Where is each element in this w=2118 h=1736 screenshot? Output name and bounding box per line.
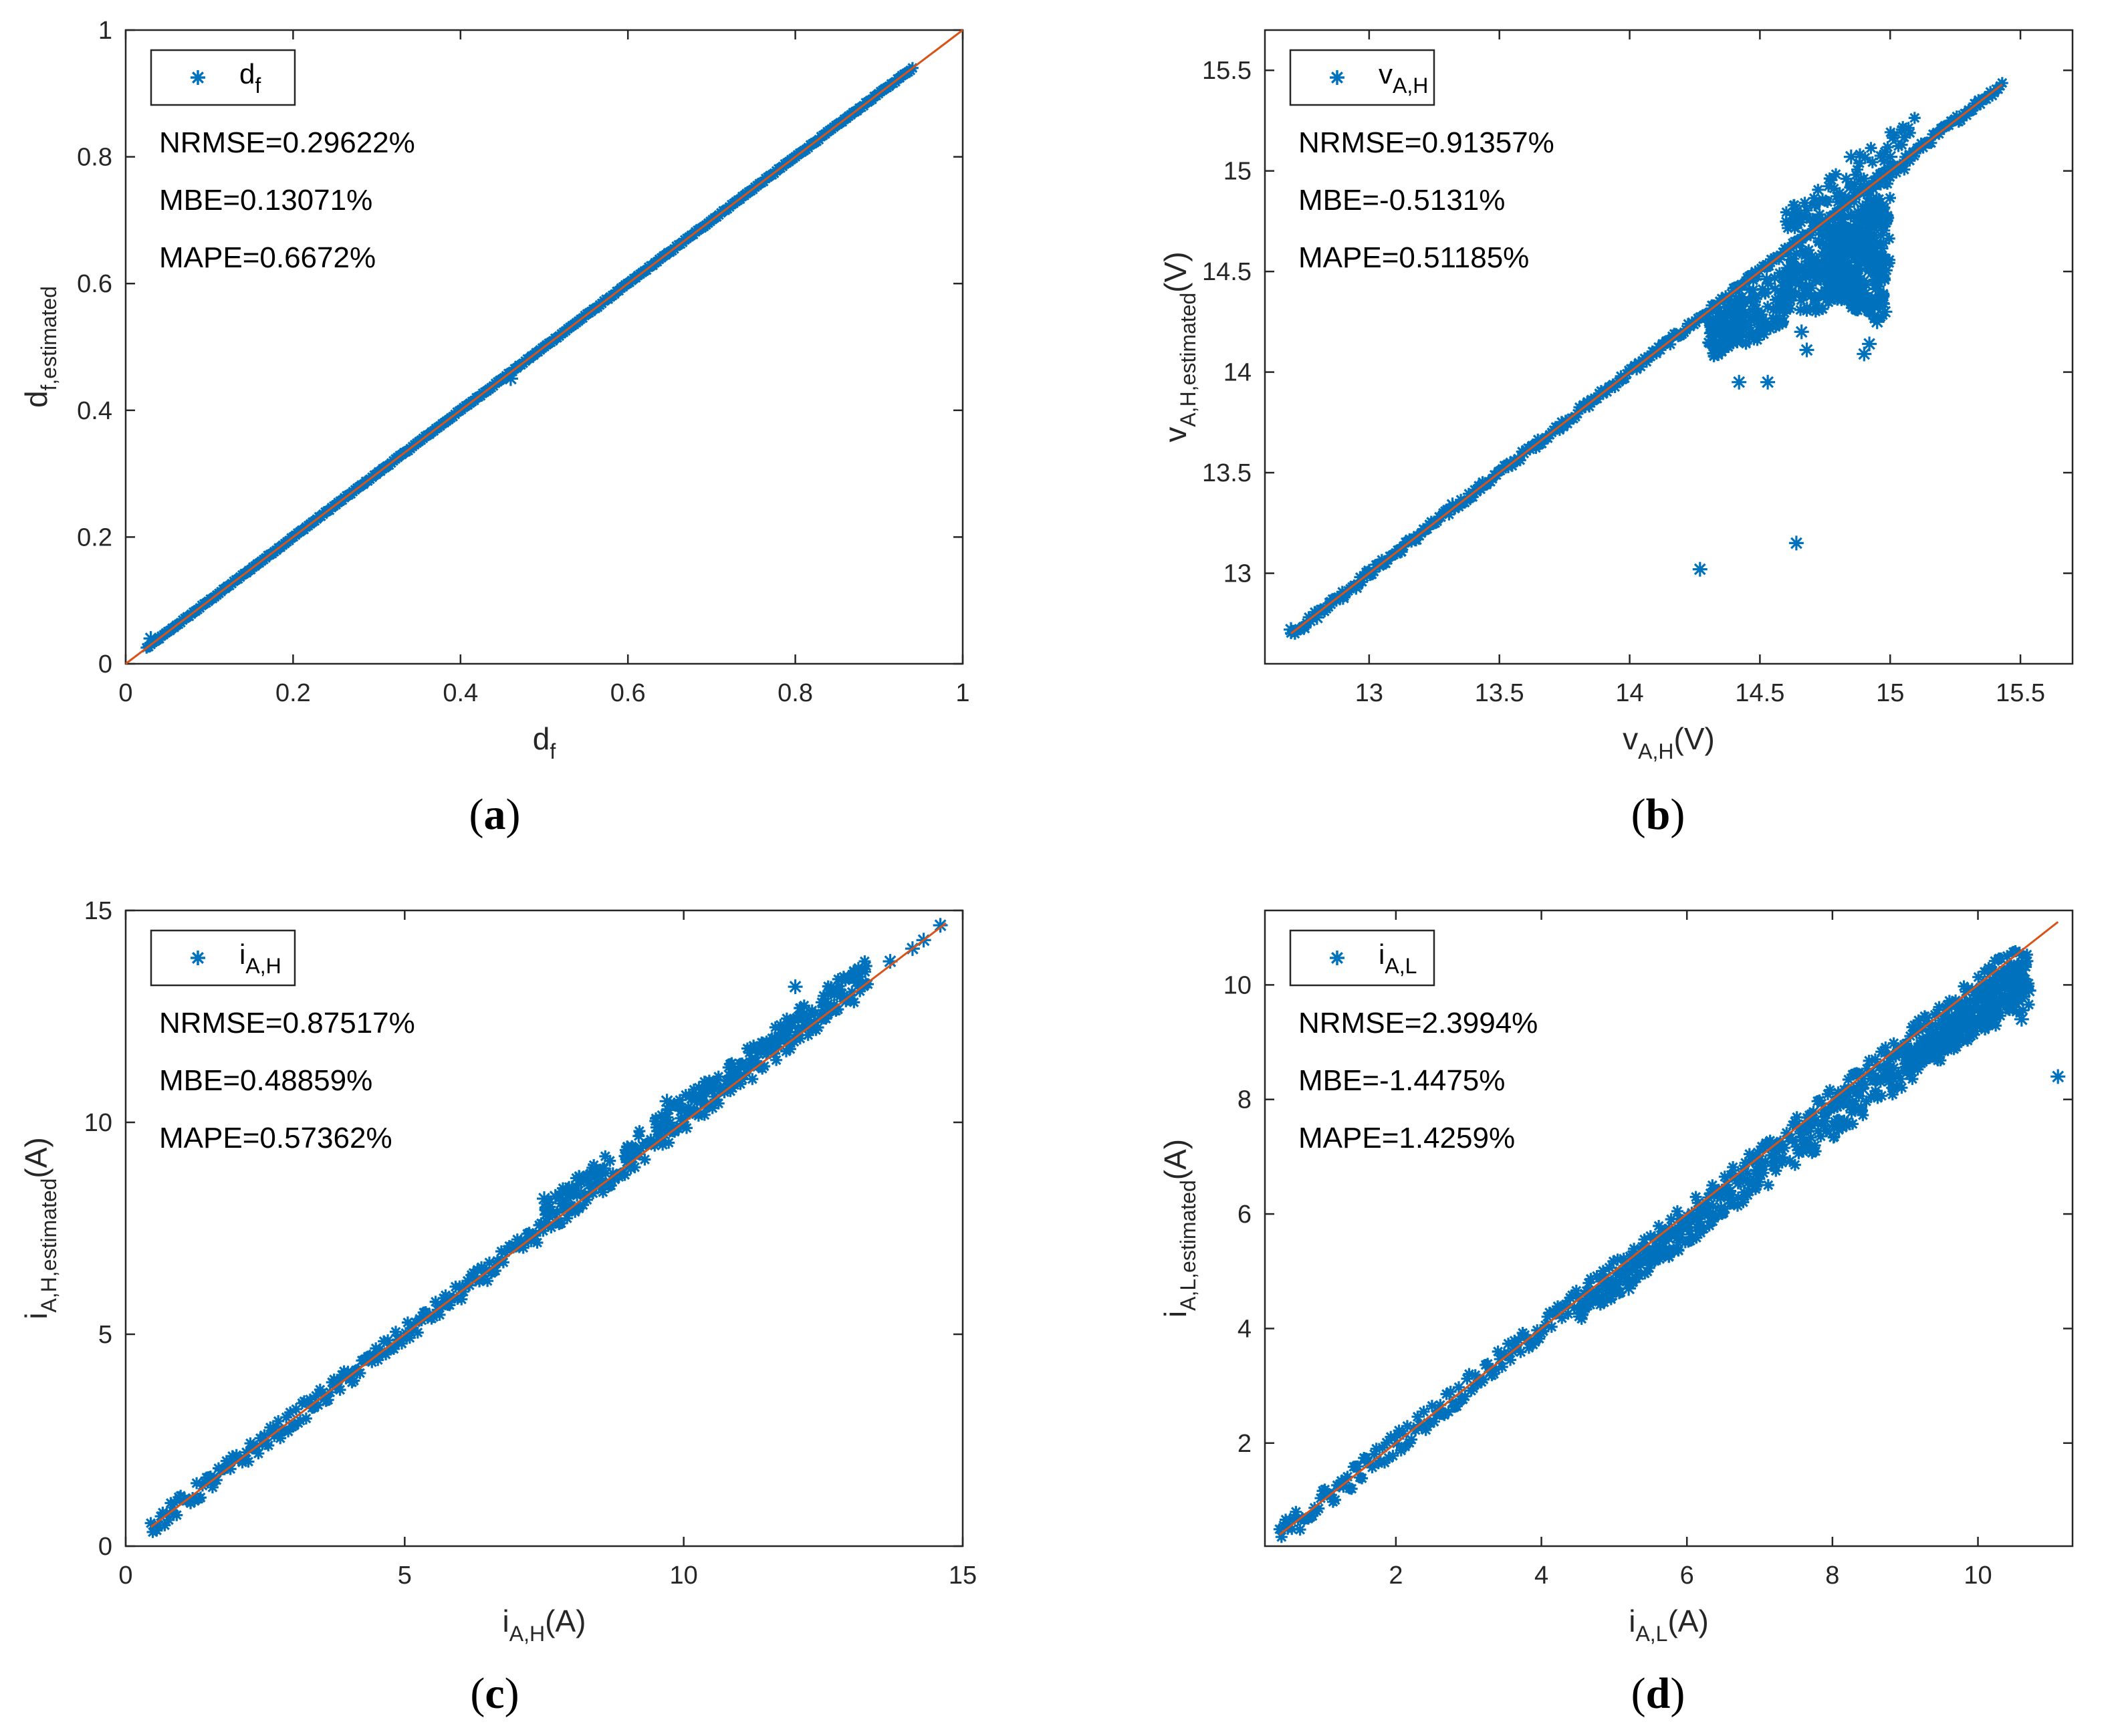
stat-text-b: MAPE=0.51185% — [1298, 241, 1529, 274]
y-tick-label-b: 14 — [1223, 359, 1252, 387]
x-tick-label-a: 1 — [955, 679, 969, 707]
y-tick-label-b: 15.5 — [1202, 57, 1252, 85]
panel-caption-a: (a) — [469, 790, 521, 839]
x-tick-label-a: 0 — [118, 679, 132, 707]
legend-a: df — [150, 49, 296, 106]
legend-label-b: vA,H — [1379, 58, 1428, 98]
y-tick-label-a: 0 — [98, 650, 112, 678]
reference-line-b — [1290, 84, 2003, 635]
y-tick-label-c: 15 — [84, 897, 112, 925]
y-tick-label-a: 0.6 — [77, 270, 112, 298]
y-tick-label-d: 6 — [1238, 1201, 1252, 1229]
y-tick-label-b: 14.5 — [1202, 258, 1252, 286]
panel-caption-d: (d) — [1631, 1669, 1685, 1718]
panel-b: 13 13.5 14 14.5 15 15.5 13 13.5 14 14.5 15 15.5 vA,H… — [1158, 29, 2074, 839]
y-tick-label-d: 10 — [1223, 971, 1252, 999]
stat-text-b: MBE=-0.5131% — [1298, 184, 1505, 217]
y-axis-label-d: iA,L,estimated(A) — [1158, 1139, 1200, 1318]
x-tick-label-b: 15 — [1876, 679, 1904, 707]
legend-marker-a — [191, 70, 205, 85]
y-tick-label-d: 4 — [1238, 1315, 1252, 1343]
x-tick-label-c: 15 — [949, 1562, 977, 1590]
panel-a: 0 0.2 0.4 0.6 0.8 1 0 0.2 0.4 0.6 0.8 1 df NRMSE=0.29… — [19, 17, 970, 839]
y-axis-label-b: vA,H,estimated(V) — [1158, 251, 1200, 442]
stat-text-a: NRMSE=0.29622% — [159, 126, 415, 159]
stat-text-c: NRMSE=0.87517% — [159, 1007, 415, 1039]
stat-text-c: MAPE=0.57362% — [159, 1122, 392, 1154]
y-tick-label-d: 2 — [1238, 1430, 1252, 1458]
stat-text-d: MAPE=1.4259% — [1298, 1122, 1515, 1154]
legend-d: iA,L — [1289, 929, 1435, 987]
stat-text-d: MBE=-1.4475% — [1298, 1064, 1505, 1097]
x-tick-label-b: 14 — [1615, 679, 1643, 707]
y-tick-label-c: 0 — [98, 1533, 112, 1561]
x-tick-label-d: 2 — [1389, 1562, 1403, 1590]
x-tick-label-c: 5 — [398, 1562, 412, 1590]
y-tick-label-c: 5 — [98, 1321, 112, 1349]
reference-line-c — [150, 922, 947, 1528]
reference-line-a — [125, 29, 963, 665]
y-tick-label-b: 13 — [1223, 560, 1252, 588]
y-tick-label-a: 0.2 — [77, 523, 112, 551]
x-tick-label-d: 4 — [1534, 1562, 1548, 1590]
y-tick-label-b: 13.5 — [1202, 459, 1252, 487]
x-tick-label-a: 0.2 — [275, 679, 311, 707]
panel-caption-c: (c) — [470, 1669, 519, 1718]
y-tick-label-a: 1 — [98, 17, 112, 45]
legend-label-a: df — [239, 58, 261, 98]
y-axis-label-a: df,estimated — [19, 286, 61, 408]
stat-text-d: NRMSE=2.3994% — [1298, 1007, 1538, 1039]
stat-text-c: MBE=0.48859% — [159, 1064, 372, 1097]
legend-marker-b — [1330, 70, 1344, 85]
x-tick-label-c: 0 — [118, 1562, 132, 1590]
y-tick-label-d: 8 — [1238, 1086, 1252, 1114]
y-tick-label-b: 15 — [1223, 158, 1252, 186]
legend-label-d: iA,L — [1379, 939, 1417, 978]
series-points-d — [1273, 945, 2066, 1543]
y-tick-label-c: 10 — [84, 1109, 112, 1137]
data-markers-d — [1273, 945, 2066, 1543]
panel-caption-b: (b) — [1631, 790, 1685, 839]
x-tick-label-b: 13 — [1355, 679, 1383, 707]
series-points-c — [144, 918, 948, 1538]
legend-c: iA,H — [150, 929, 296, 987]
data-markers-c — [144, 918, 948, 1538]
panel-c: 0 5 10 15 0 5 10 15 iA,H NRMSE=0.87517% MBE=0.4885… — [19, 897, 977, 1718]
x-tick-label-d: 6 — [1680, 1562, 1694, 1590]
x-tick-label-b: 15.5 — [1996, 679, 2045, 707]
y-tick-label-a: 0.4 — [77, 397, 112, 425]
stat-text-b: NRMSE=0.91357% — [1298, 126, 1554, 159]
stat-text-a: MBE=0.13071% — [159, 184, 372, 217]
stat-text-a: MAPE=0.6672% — [159, 241, 376, 274]
x-axis-label-c: iA,H(A) — [503, 1604, 586, 1646]
x-axis-label-a: df — [533, 721, 556, 763]
x-tick-label-a: 0.4 — [443, 679, 478, 707]
panel-d: 2 4 6 8 10 2 4 6 8 10 iA,L NRMSE=2.3994% MBE=-1.4475… — [1158, 909, 2074, 1718]
y-tick-label-a: 0.8 — [77, 144, 112, 172]
x-axis-label-d: iA,L(A) — [1629, 1604, 1709, 1646]
x-tick-label-c: 10 — [670, 1562, 698, 1590]
legend-marker-d — [1330, 951, 1344, 965]
legend-b: vA,H — [1289, 49, 1435, 106]
x-tick-label-b: 14.5 — [1735, 679, 1784, 707]
reference-line-d — [1278, 920, 2059, 1536]
legend-label-c: iA,H — [239, 939, 281, 978]
x-axis-label-b: vA,H(V) — [1623, 721, 1715, 763]
x-tick-label-d: 10 — [1964, 1562, 1992, 1590]
x-tick-label-b: 13.5 — [1475, 679, 1524, 707]
x-tick-label-d: 8 — [1825, 1562, 1839, 1590]
x-tick-label-a: 0.6 — [610, 679, 646, 707]
legend-marker-c — [191, 951, 205, 965]
y-axis-label-c: iA,H,estimated(A) — [19, 1137, 61, 1320]
x-tick-label-a: 0.8 — [778, 679, 813, 707]
